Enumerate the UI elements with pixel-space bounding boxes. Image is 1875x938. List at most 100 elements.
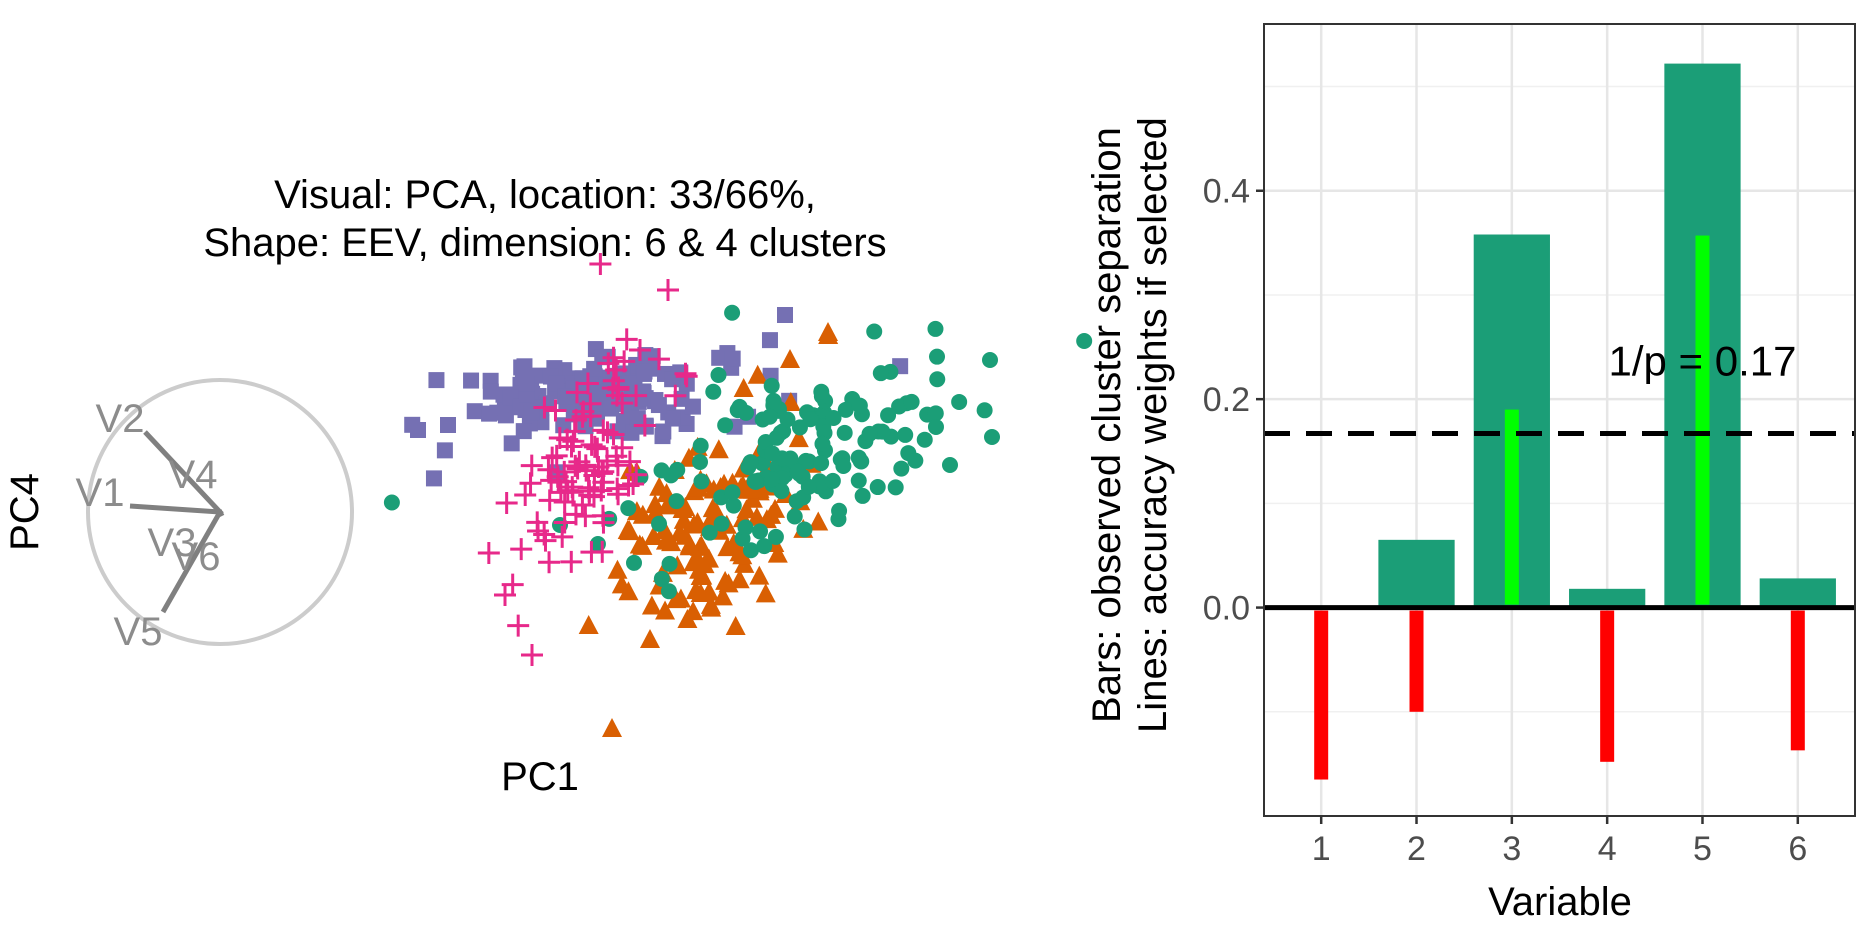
circle-point bbox=[767, 528, 784, 545]
circle-point bbox=[929, 348, 946, 365]
plus-point bbox=[618, 450, 641, 473]
square-point bbox=[463, 372, 480, 389]
accuracy-weight-line bbox=[1695, 235, 1710, 605]
y-axis-title-line1: Bars: observed cluster separation bbox=[1085, 127, 1129, 723]
square-point bbox=[516, 358, 533, 375]
circle-point bbox=[887, 479, 904, 496]
accuracy-weight-line bbox=[1504, 409, 1519, 605]
circle-point bbox=[747, 473, 764, 490]
x-tick-label: 2 bbox=[1407, 830, 1426, 868]
circle-point bbox=[927, 320, 944, 337]
plus-point bbox=[538, 489, 561, 512]
square-point bbox=[482, 383, 499, 400]
circle-point bbox=[724, 304, 741, 321]
plus-point bbox=[514, 484, 537, 507]
circle-point bbox=[854, 487, 871, 504]
circle-point bbox=[742, 542, 759, 559]
plus-point bbox=[544, 399, 567, 422]
circle-point bbox=[763, 377, 780, 394]
circle-point bbox=[836, 424, 853, 441]
triangle-point bbox=[767, 543, 788, 563]
plus-point bbox=[565, 381, 588, 404]
circle-point bbox=[850, 472, 867, 489]
circle-point bbox=[825, 410, 842, 427]
chart-weight-lines bbox=[1314, 235, 1805, 780]
circle-point bbox=[814, 435, 831, 452]
circle-point bbox=[710, 366, 727, 383]
circle-point bbox=[752, 523, 769, 540]
circle-point bbox=[383, 494, 400, 511]
biplot-axis-segment bbox=[129, 503, 221, 515]
plus-point bbox=[602, 346, 625, 369]
plus-point bbox=[560, 435, 583, 458]
chart-x-ticks: 1 2 3 4 5 6 bbox=[1312, 816, 1807, 868]
circle-point bbox=[893, 460, 910, 477]
circle-point bbox=[897, 426, 914, 443]
circle-point bbox=[927, 405, 944, 422]
circle-point bbox=[927, 418, 944, 435]
accuracy-weight-line bbox=[1600, 610, 1615, 762]
triangle-point bbox=[808, 511, 829, 531]
pc4-axis-label: PC4 bbox=[3, 473, 47, 551]
square-point bbox=[518, 375, 535, 392]
plus-point bbox=[564, 503, 587, 526]
circle-point bbox=[861, 425, 878, 442]
plus-point bbox=[520, 454, 543, 477]
plus-point bbox=[596, 421, 619, 444]
circle-point bbox=[866, 323, 883, 340]
y-tick-label: 0.2 bbox=[1203, 381, 1250, 419]
circle-point bbox=[756, 538, 773, 555]
plus-point bbox=[613, 350, 636, 373]
triangle-point bbox=[641, 595, 662, 615]
circle-point bbox=[738, 404, 755, 421]
plus-point bbox=[553, 511, 576, 534]
biplot-variable-label: V4 bbox=[169, 453, 218, 497]
plus-point bbox=[625, 463, 648, 486]
plus-point bbox=[477, 541, 500, 564]
circle-point bbox=[789, 463, 806, 480]
circle-point bbox=[701, 524, 718, 541]
triangle-point bbox=[655, 600, 676, 620]
circle-point bbox=[813, 383, 830, 400]
circle-point bbox=[725, 497, 742, 514]
circle-point bbox=[874, 423, 891, 440]
circle-point bbox=[705, 383, 722, 400]
square-point bbox=[440, 417, 456, 433]
triangle-point bbox=[690, 582, 711, 602]
plus-point bbox=[675, 365, 698, 388]
circle-point bbox=[742, 454, 759, 471]
triangle-point bbox=[618, 581, 639, 601]
triangle-point bbox=[669, 522, 690, 542]
circle-point bbox=[692, 437, 709, 454]
triangle-point bbox=[788, 428, 809, 448]
square-point bbox=[481, 405, 498, 422]
circle-point bbox=[761, 408, 778, 425]
plus-point bbox=[629, 339, 651, 361]
triangle-point bbox=[661, 532, 682, 552]
triangle-point bbox=[756, 509, 777, 529]
circle-point bbox=[717, 417, 734, 434]
square-point bbox=[655, 423, 672, 440]
circle-point bbox=[853, 453, 870, 470]
left-title-line1: Visual: PCA, location: 33/66%, bbox=[274, 173, 816, 217]
biplot-variable-label: V3 bbox=[148, 521, 197, 565]
plus-point bbox=[521, 644, 543, 666]
triangle-point bbox=[694, 554, 715, 574]
plus-point bbox=[591, 504, 614, 527]
circle-point bbox=[763, 471, 780, 488]
circle-point bbox=[824, 472, 841, 489]
circle-point bbox=[660, 583, 677, 600]
square-point bbox=[425, 470, 442, 487]
y-tick-label: 0.0 bbox=[1203, 590, 1250, 628]
biplot-unit-circle bbox=[86, 378, 354, 646]
y-tick-label: 0.4 bbox=[1203, 173, 1250, 211]
plus-point bbox=[533, 396, 556, 419]
x-tick-label: 1 bbox=[1312, 830, 1331, 868]
square-point bbox=[428, 372, 445, 389]
square-point bbox=[515, 423, 532, 440]
triangle-point bbox=[747, 364, 768, 384]
separation-bar-chart: 0.0 0.2 0.4 1 2 3 4 5 6 1/p = 0.17 Variable Bar… bbox=[1085, 23, 1856, 924]
circle-point bbox=[692, 453, 709, 470]
plus-point bbox=[657, 279, 679, 301]
biplot-axis-segment bbox=[160, 510, 223, 614]
